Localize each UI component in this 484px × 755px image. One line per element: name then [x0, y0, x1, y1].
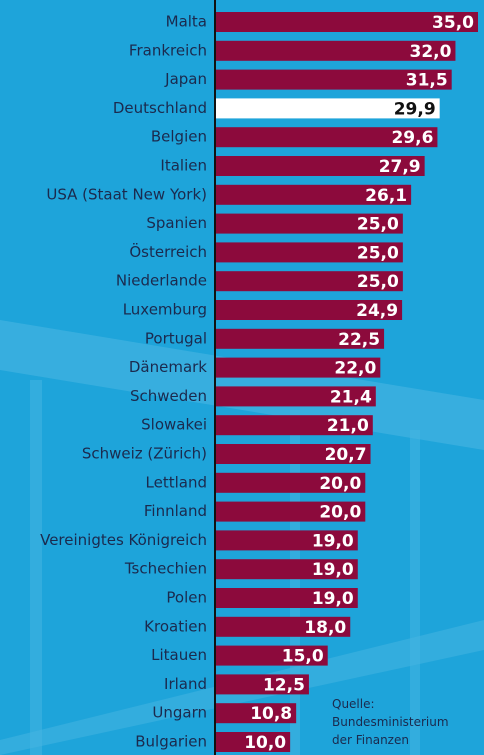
bar: [215, 40, 456, 61]
value-label: 27,9: [379, 157, 421, 177]
value-label: 26,1: [365, 186, 407, 206]
category-label: Dänemark: [129, 358, 207, 376]
bar: [215, 559, 358, 580]
category-label: Bulgarien: [135, 733, 207, 751]
bar: [215, 472, 366, 493]
category-label: Japan: [164, 70, 207, 88]
value-label: 12,5: [263, 675, 305, 695]
value-label: 21,4: [330, 387, 372, 407]
bar: [215, 530, 358, 551]
value-label: 19,0: [312, 560, 354, 580]
category-label: Polen: [166, 589, 207, 607]
decor-post: [410, 430, 420, 755]
category-label: Frankreich: [129, 41, 207, 59]
value-label: 18,0: [304, 618, 346, 638]
value-label: 10,8: [250, 704, 292, 724]
bar: [215, 674, 309, 695]
category-label: Italien: [160, 157, 207, 175]
bar: [215, 703, 297, 724]
value-label: 22,0: [334, 359, 376, 379]
value-label: 20,0: [319, 474, 361, 494]
bar: [215, 127, 438, 148]
category-label: Belgien: [151, 128, 207, 146]
value-label: 22,5: [338, 330, 380, 350]
value-label: 31,5: [406, 71, 448, 91]
category-label: Schweiz (Zürich): [82, 445, 207, 463]
category-label: Luxemburg: [123, 301, 207, 319]
bar: [215, 184, 412, 205]
source: Bundesministerium: [332, 715, 449, 729]
category-label: Spanien: [146, 214, 207, 232]
value-label: 21,0: [327, 416, 369, 436]
source: Quelle:: [332, 697, 375, 711]
value-label: 29,9: [394, 99, 436, 119]
value-label: 15,0: [282, 647, 324, 667]
source: der Finanzen: [332, 733, 409, 747]
bar: [215, 156, 425, 176]
category-label: Österreich: [129, 242, 207, 261]
decor-post: [290, 410, 300, 755]
bar: [215, 386, 376, 407]
bar: [215, 588, 358, 608]
value-label: 19,0: [312, 531, 354, 551]
category-label: Tschechien: [124, 560, 207, 578]
category-label: Schweden: [130, 387, 207, 405]
bar: [215, 328, 385, 349]
bar: [215, 645, 328, 666]
category-label: Irland: [164, 675, 207, 693]
category-label: Lettland: [146, 473, 207, 491]
category-label: Deutschland: [113, 99, 207, 117]
value-label: 29,6: [391, 128, 433, 148]
bar: [215, 357, 381, 378]
bar: [215, 242, 403, 263]
bar: [215, 300, 403, 320]
bar: [215, 415, 373, 436]
bar: [215, 12, 478, 32]
value-label: 25,0: [357, 215, 399, 235]
value-label: 32,0: [410, 42, 452, 62]
category-label: Slowakei: [141, 416, 207, 434]
value-label: 20,0: [319, 503, 361, 523]
category-label: Malta: [166, 13, 207, 31]
category-label: Kroatien: [144, 617, 207, 635]
bar: [215, 732, 291, 752]
category-label: Ungarn: [152, 704, 207, 722]
bar: [215, 69, 452, 90]
value-label: 24,9: [356, 301, 398, 321]
category-label: Litauen: [151, 646, 207, 664]
value-label: 25,0: [357, 272, 399, 292]
value-label: 19,0: [312, 589, 354, 609]
category-label: USA (Staat New York): [46, 185, 207, 203]
value-label: 25,0: [357, 243, 399, 263]
value-label: 20,7: [325, 445, 367, 465]
bar: [215, 444, 371, 464]
category-label: Finnland: [144, 502, 207, 520]
category-label: Vereinigtes Königreich: [40, 531, 207, 549]
bar: [215, 501, 366, 522]
value-label: 10,0: [244, 733, 286, 753]
bar: [215, 98, 440, 119]
decor-post: [30, 380, 42, 755]
bar: [215, 271, 403, 292]
value-label: 35,0: [432, 13, 474, 33]
bar: [215, 213, 403, 234]
bar: [215, 616, 351, 637]
category-label: Niederlande: [116, 272, 207, 290]
category-label: Portugal: [145, 329, 207, 347]
